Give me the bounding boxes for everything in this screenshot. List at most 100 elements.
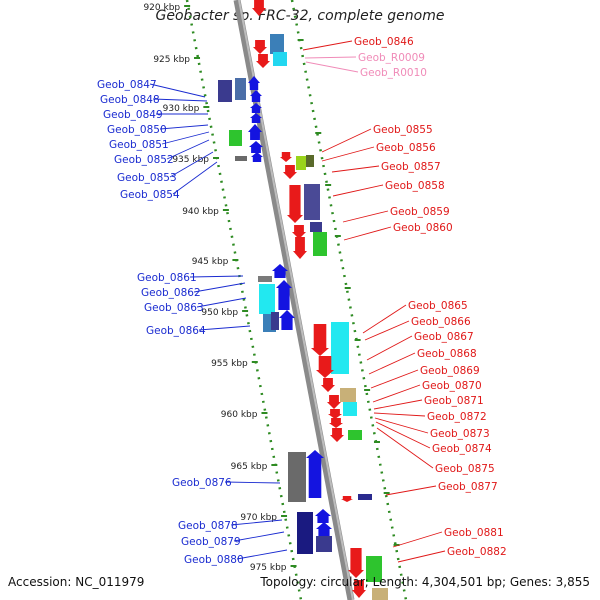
gene-arrow-0878 — [315, 509, 331, 523]
gene-block-0876 — [288, 452, 306, 502]
gene-label-right: Geob_0872 — [427, 411, 487, 423]
gene-arrow-0865 — [311, 324, 329, 356]
gene-label-right: Geob_0865 — [408, 300, 468, 312]
gene-label-left: Geob_0861 — [137, 272, 197, 284]
gene-arrow-0850 — [250, 113, 262, 123]
gene-arrow-0849b — [250, 103, 262, 113]
leader-line-right — [332, 184, 384, 197]
leader-line-right — [372, 384, 421, 403]
gene-label-left: Geob_0852 — [114, 154, 174, 166]
gene-block-0856 — [296, 156, 306, 170]
gene-arrow-0860 — [293, 237, 307, 259]
gene-label-left: Geob_0878 — [178, 520, 238, 532]
gene-label-right: Geob_0869 — [420, 365, 480, 377]
gene-block-0878 — [297, 512, 313, 554]
leader-line-rna — [304, 56, 357, 59]
gene-label-left: Geob_0876 — [172, 477, 232, 489]
gene-block-0858 — [304, 184, 320, 220]
leader-line-right — [374, 417, 429, 434]
gene-label-left: Geob_0864 — [146, 325, 206, 337]
gene-label-right: Geob_0866 — [411, 316, 471, 328]
leader-line-left — [230, 519, 283, 526]
gene-label-right: Geob_0873 — [430, 428, 490, 440]
gene-arrow-0846c — [256, 54, 270, 68]
gene-block-0864 — [271, 312, 279, 330]
kbp-tick-label: 955 kbp — [211, 359, 248, 369]
kbp-tick-label: 920 kbp — [143, 3, 180, 13]
gene-block-0869 — [340, 388, 356, 402]
rna-block-2 — [273, 52, 287, 66]
gene-label-right: Geob_0874 — [432, 443, 492, 455]
leader-line-right — [331, 165, 380, 173]
gene-label-right: Geob_0859 — [390, 206, 450, 218]
leader-line-right — [366, 335, 413, 361]
leader-line-right — [385, 485, 437, 496]
gene-arrow-0848 — [248, 76, 260, 90]
leader-line-right — [321, 128, 372, 153]
gene-block-0879 — [316, 536, 332, 552]
leader-line-right — [368, 352, 416, 375]
gene-label-right: Geob_0857 — [381, 161, 441, 173]
kbp-tick-label: 960 kbp — [221, 410, 258, 420]
gene-label-right: Geob_0867 — [414, 331, 474, 343]
gene-label-right: Geob_0856 — [376, 142, 436, 154]
leader-line-left — [152, 98, 208, 102]
gene-arrow-0846a — [252, 0, 266, 16]
accession-text: Accession: NC_011979 — [8, 575, 145, 589]
gene-label-right: Geob_0870 — [422, 380, 482, 392]
gene-arrow-0855 — [280, 152, 292, 162]
leader-line-right — [364, 320, 410, 341]
gene-block-0856b — [306, 155, 314, 167]
gene-arrow-0852 — [249, 141, 263, 153]
rna-block-1 — [270, 34, 284, 54]
gene-arrow-0879 — [316, 522, 332, 536]
leader-line-left — [169, 151, 214, 178]
gene-arrow-0876 — [306, 450, 324, 498]
gene-label-left: Geob_0853 — [117, 172, 177, 184]
gene-label-left: Geob_0849 — [103, 109, 163, 121]
gene-block-0859 — [310, 222, 322, 232]
gene-arrow-0862 — [276, 280, 292, 310]
kbp-tick-label: 935 kbp — [172, 155, 209, 165]
leader-line-left — [193, 282, 246, 293]
gene-block-0862 — [259, 284, 275, 314]
gene-label-right: Geob_0882 — [447, 546, 507, 558]
gene-label-right: Geob_0875 — [435, 463, 495, 475]
rna-label: Geob_R0010 — [360, 67, 427, 79]
leader-line-right — [373, 399, 423, 410]
leader-line-right — [392, 531, 443, 548]
gene-arrow-0861 — [272, 264, 288, 278]
rna-label: Geob_R0009 — [358, 52, 425, 64]
gene-arrow-0871 — [327, 395, 341, 409]
gene-arrow-0867 — [316, 356, 334, 378]
kbp-tick-label: 940 kbp — [182, 207, 219, 217]
gene-block-0861 — [258, 276, 272, 282]
gene-arrow-0877 — [341, 496, 353, 502]
gene-block-0870 — [343, 402, 357, 416]
gene-label-right: Geob_0858 — [385, 180, 445, 192]
gene-arrow-0883 — [352, 580, 366, 598]
gene-block-0847 — [218, 80, 232, 102]
leader-line-right — [362, 304, 407, 334]
gene-label-right: Geob_0868 — [417, 348, 477, 360]
leader-line-left — [224, 481, 281, 484]
gene-arrow-0868 — [321, 378, 335, 392]
gene-arrow-0846b — [253, 40, 267, 54]
leader-line-left — [149, 83, 206, 98]
kbp-tick-label: 950 kbp — [201, 308, 238, 318]
gene-label-left: Geob_0847 — [97, 79, 157, 91]
kbp-tick-label: 975 kbp — [250, 563, 287, 573]
gene-block-0848 — [235, 78, 246, 100]
leader-line-right — [373, 412, 426, 417]
map-title: Geobacter sp. FRC-32, complete genome — [155, 8, 445, 24]
gene-arrow-0872 — [328, 409, 342, 419]
gene-block-0854 — [235, 156, 247, 161]
gene-arrow-0859 — [292, 225, 306, 239]
gene-block-0860 — [313, 232, 327, 256]
leader-line-right — [370, 369, 419, 389]
leader-line-right — [342, 210, 389, 223]
leader-line-right — [343, 226, 392, 241]
leader-line-left — [166, 139, 210, 160]
